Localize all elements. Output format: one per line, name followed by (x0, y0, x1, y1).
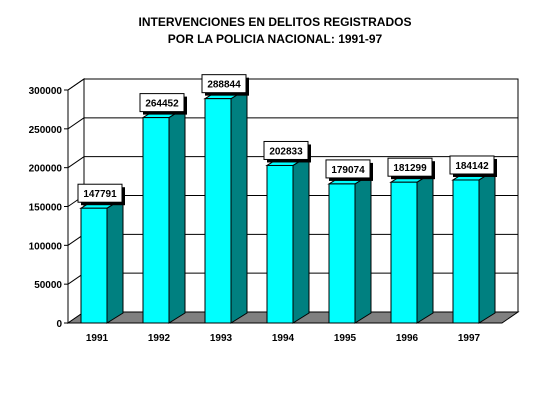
x-tick-label: 1997 (458, 333, 481, 344)
y-tick-label: 300000 (29, 86, 63, 97)
data-label-box (201, 74, 247, 94)
data-label-box (263, 140, 309, 160)
x-tick-label: 1992 (148, 333, 171, 344)
bar-side (106, 197, 124, 324)
x-tick-label: 1991 (86, 333, 109, 344)
bar-side (478, 169, 496, 324)
data-label: 264452 (145, 99, 179, 110)
y-tick-label: 200000 (29, 164, 63, 175)
bar-side (168, 106, 186, 324)
data-label-box (325, 159, 371, 179)
bar (328, 183, 356, 324)
chart-title-line-1: INTERVENCIONES EN DELITOS REGISTRADOS (138, 15, 412, 29)
bar-side (292, 154, 310, 324)
bar (142, 117, 170, 324)
gridline-side (67, 117, 85, 130)
data-label: 179074 (331, 165, 365, 176)
data-label: 202833 (269, 146, 303, 157)
bar-side (354, 173, 372, 324)
bar (390, 181, 418, 324)
y-tick-label: 250000 (29, 125, 63, 136)
data-label-box (139, 93, 185, 113)
bar (266, 164, 294, 324)
data-label-box (387, 157, 433, 177)
x-tick-label: 1996 (396, 333, 419, 344)
y-tick-label: 0 (56, 319, 62, 330)
bar (80, 207, 108, 324)
data-label: 184142 (455, 161, 489, 172)
chart-title: INTERVENCIONES EN DELITOS REGISTRADOS PO… (0, 14, 550, 48)
y-tick-label: 100000 (29, 241, 63, 252)
data-label-box (77, 183, 123, 203)
x-tick-label: 1995 (334, 333, 357, 344)
x-tick-label: 1993 (210, 333, 233, 344)
data-label-box (449, 155, 495, 175)
gridline-side (67, 156, 85, 169)
chart-title-line-2: POR LA POLICIA NACIONAL: 1991-97 (167, 32, 383, 46)
bar-side (230, 87, 248, 324)
bar (452, 179, 480, 324)
y-tick-label: 150000 (29, 203, 63, 214)
bar (204, 98, 232, 324)
y-tick-label: 50000 (34, 280, 62, 291)
data-label: 181299 (393, 163, 427, 174)
bar-side (416, 171, 434, 324)
data-label: 147791 (83, 189, 117, 200)
data-label: 288844 (207, 80, 241, 91)
x-tick-label: 1994 (272, 333, 295, 344)
